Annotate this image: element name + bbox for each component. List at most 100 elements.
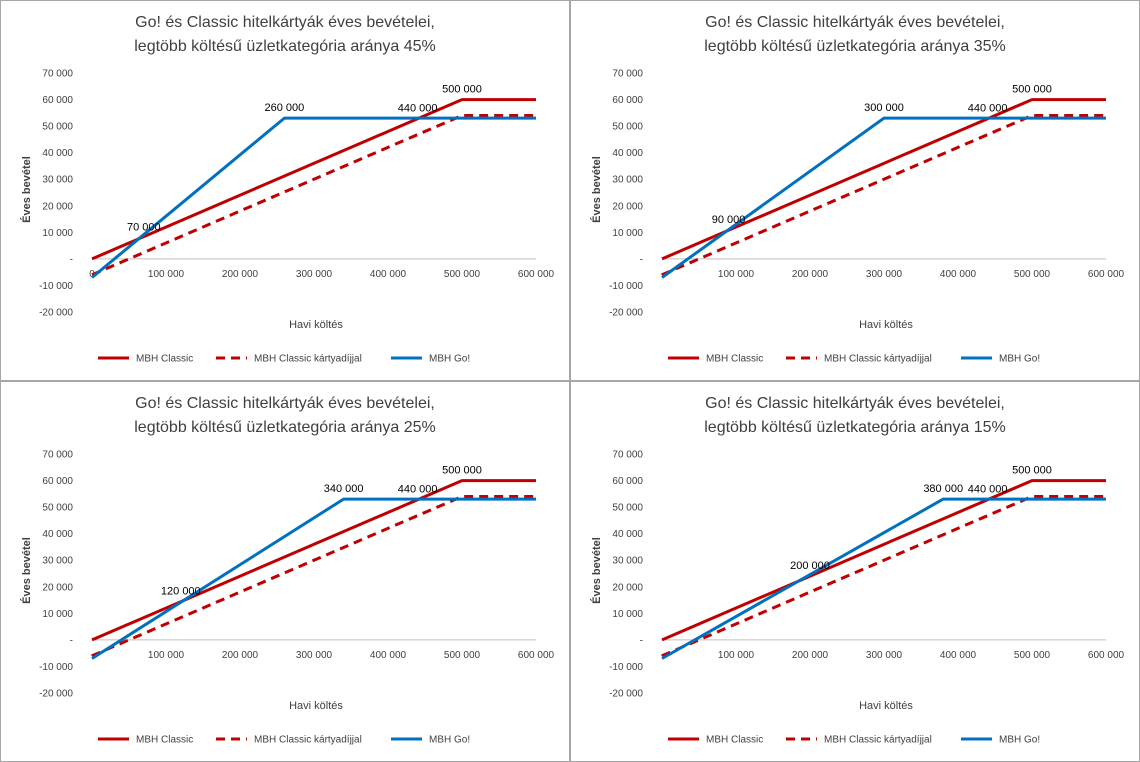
legend-label: MBH Classic xyxy=(706,354,763,365)
x-tick-label: 500 000 xyxy=(1014,650,1051,661)
x-axis-title: Havi költés xyxy=(289,319,343,331)
x-axis-title: Havi költés xyxy=(289,700,343,712)
y-axis-title: Éves bevétel xyxy=(20,537,33,604)
y-tick-label: 60 000 xyxy=(612,476,643,487)
x-tick-label: 200 000 xyxy=(222,269,259,280)
data-label: 340 000 xyxy=(324,483,364,495)
legend-label: MBH Classic kártyadíjjal xyxy=(254,354,362,365)
x-axis-title: Havi költés xyxy=(859,700,913,712)
x-tick-label: 500 000 xyxy=(1014,269,1051,280)
chart-title-line-2: legtöbb költésű üzletkategória aránya 15… xyxy=(704,419,1006,436)
chart-svg: Go! és Classic hitelkártyák éves bevétel… xyxy=(20,14,555,365)
x-tick-label: 600 000 xyxy=(1088,650,1125,661)
data-label: 300 000 xyxy=(864,102,904,114)
x-tick-label: 100 000 xyxy=(718,650,755,661)
data-label: 380 000 xyxy=(923,483,963,495)
data-label: 500 000 xyxy=(1012,465,1052,477)
y-tick-label: 70 000 xyxy=(612,69,643,80)
y-tick-label: 60 000 xyxy=(42,95,73,106)
x-tick-label: 500 000 xyxy=(444,650,481,661)
y-tick-label: 20 000 xyxy=(42,582,73,593)
x-tick-label: 400 000 xyxy=(370,269,407,280)
y-tick-label: 40 000 xyxy=(612,148,643,159)
x-tick-label: 500 000 xyxy=(444,269,481,280)
y-tick-label: -10 000 xyxy=(609,281,643,292)
y-tick-label: 70 000 xyxy=(42,69,73,80)
legend-label: MBH Classic xyxy=(706,735,763,746)
x-tick-label: 400 000 xyxy=(940,650,977,661)
x-tick-label: 100 000 xyxy=(718,269,755,280)
y-tick-label: -20 000 xyxy=(39,308,73,319)
y-tick-label: 50 000 xyxy=(612,122,643,133)
y-tick-label: 20 000 xyxy=(612,582,643,593)
data-label: 500 000 xyxy=(442,84,482,96)
x-tick-label: 300 000 xyxy=(296,650,333,661)
y-tick-label: 10 000 xyxy=(42,228,73,239)
y-tick-label: 40 000 xyxy=(612,529,643,540)
y-tick-label: - xyxy=(640,254,643,265)
y-tick-label: -10 000 xyxy=(39,662,73,673)
chart-title-line-1: Go! és Classic hitelkártyák éves bevétel… xyxy=(135,395,435,412)
legend-label: MBH Go! xyxy=(429,735,470,746)
y-tick-label: 20 000 xyxy=(42,201,73,212)
y-tick-label: -20 000 xyxy=(609,689,643,700)
series-line-1 xyxy=(91,114,536,277)
y-tick-label: 70 000 xyxy=(612,450,643,461)
y-tick-label: 50 000 xyxy=(612,503,643,514)
series-line-2 xyxy=(91,497,536,660)
y-tick-label: -10 000 xyxy=(39,281,73,292)
y-tick-label: 10 000 xyxy=(612,228,643,239)
x-tick-label: 600 000 xyxy=(1088,269,1125,280)
y-tick-label: -20 000 xyxy=(609,308,643,319)
legend-label: MBH Classic xyxy=(136,354,193,365)
series-line-2 xyxy=(91,116,536,279)
series-line-0 xyxy=(661,479,1106,642)
x-tick-label: 100 000 xyxy=(148,650,185,661)
legend-label: MBH Classic kártyadíjjal xyxy=(824,354,932,365)
chart-title-line-1: Go! és Classic hitelkártyák éves bevétel… xyxy=(135,14,435,31)
data-label: 440 000 xyxy=(398,484,438,496)
y-tick-label: 50 000 xyxy=(42,503,73,514)
x-tick-label: 400 000 xyxy=(940,269,977,280)
y-tick-label: 20 000 xyxy=(612,201,643,212)
x-tick-label: 200 000 xyxy=(792,269,829,280)
x-tick-label: 300 000 xyxy=(296,269,333,280)
legend-label: MBH Go! xyxy=(429,354,470,365)
y-axis-title: Éves bevétel xyxy=(590,156,603,223)
x-tick-label: 400 000 xyxy=(370,650,407,661)
y-axis-title: Éves bevétel xyxy=(590,537,603,604)
y-tick-label: 70 000 xyxy=(42,450,73,461)
chart-panel-35: Go! és Classic hitelkártyák éves bevétel… xyxy=(570,0,1140,381)
y-tick-label: 50 000 xyxy=(42,122,73,133)
y-tick-label: -10 000 xyxy=(609,662,643,673)
y-tick-label: 30 000 xyxy=(42,175,73,186)
chart-title-line-2: legtöbb költésű üzletkategória aránya 35… xyxy=(704,38,1006,55)
x-axis-title: Havi költés xyxy=(859,319,913,331)
data-label: 500 000 xyxy=(442,465,482,477)
x-tick-label: 100 000 xyxy=(148,269,185,280)
series-line-1 xyxy=(91,495,536,658)
chart-svg: Go! és Classic hitelkártyák éves bevétel… xyxy=(590,14,1125,365)
legend-label: MBH Go! xyxy=(999,735,1040,746)
x-tick-label: 300 000 xyxy=(866,269,903,280)
series-line-1 xyxy=(661,114,1106,277)
chart-panel-45: Go! és Classic hitelkártyák éves bevétel… xyxy=(0,0,570,381)
data-label: 440 000 xyxy=(968,484,1008,496)
series-line-0 xyxy=(661,98,1106,261)
chart-svg: Go! és Classic hitelkártyák éves bevétel… xyxy=(20,395,555,746)
series-line-0 xyxy=(91,98,536,261)
data-label: 500 000 xyxy=(1012,84,1052,96)
y-tick-label: 10 000 xyxy=(42,609,73,620)
chart-panel-15: Go! és Classic hitelkártyák éves bevétel… xyxy=(570,381,1140,762)
data-label: 440 000 xyxy=(398,103,438,115)
y-tick-label: 60 000 xyxy=(612,95,643,106)
legend-label: MBH Classic kártyadíjjal xyxy=(254,735,362,746)
y-tick-label: - xyxy=(70,254,73,265)
y-tick-label: 30 000 xyxy=(42,556,73,567)
series-line-1 xyxy=(661,495,1106,658)
series-line-0 xyxy=(91,479,536,642)
data-label: 90 000 xyxy=(712,214,746,226)
legend-label: MBH Go! xyxy=(999,354,1040,365)
chart-svg: Go! és Classic hitelkártyák éves bevétel… xyxy=(590,395,1125,746)
x-tick-label: 300 000 xyxy=(866,650,903,661)
